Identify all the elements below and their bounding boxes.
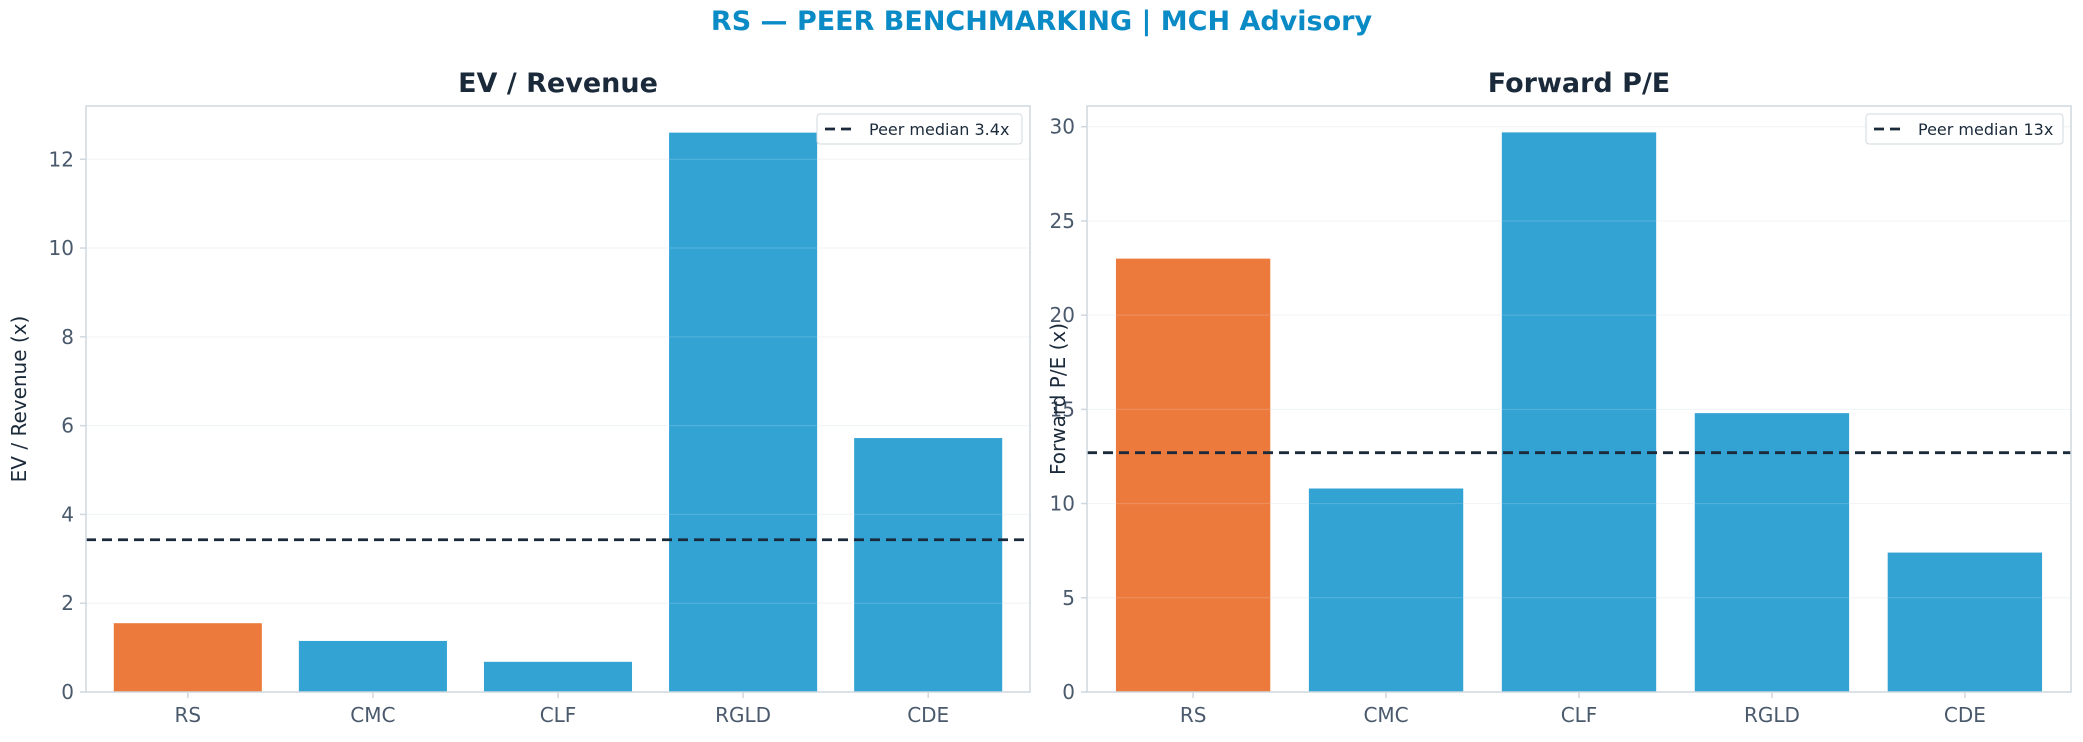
bar-rs	[113, 623, 262, 692]
legend: Peer median 3.4x	[816, 113, 1023, 145]
legend-label: Peer median 13x	[1918, 120, 2053, 139]
y-tick-label: 0	[1062, 680, 1075, 704]
panel-title: Forward P/E	[1488, 68, 1671, 99]
x-tick-label-cmc: CMC	[1363, 703, 1408, 727]
x-tick-label-cmc: CMC	[350, 703, 395, 727]
bar-clf	[1501, 132, 1657, 693]
legend-box	[816, 113, 1023, 145]
x-tick-label-cde: CDE	[907, 703, 949, 727]
bar-clf	[483, 661, 633, 692]
legend-box	[1865, 113, 2064, 145]
y-tick-label: 25	[1050, 209, 1075, 233]
chart-panel-ev-revenue: 0 2 4 6 8 10 12 RS CMC CLF RGLD CDE EV / Revenue EV /…	[7, 68, 1031, 727]
x-tick-label-clf: CLF	[540, 703, 577, 727]
bar-rgld	[1694, 413, 1850, 692]
y-tick-label: 10	[49, 236, 74, 260]
bar-cmc	[298, 640, 447, 692]
y-axis-label: Forward P/E (x)	[1046, 323, 1070, 475]
x-tick-label-rgld: RGLD	[1744, 703, 1800, 727]
bar-rs	[1115, 258, 1271, 692]
legend: Peer median 13x	[1865, 113, 2064, 145]
legend-label: Peer median 3.4x	[869, 120, 1009, 139]
y-axis-label: EV / Revenue (x)	[7, 316, 31, 483]
panel-title: EV / Revenue	[458, 68, 658, 99]
x-tick-label-clf: CLF	[1561, 703, 1598, 727]
y-tick-label: 30	[1050, 115, 1075, 139]
y-tick-label: 8	[61, 325, 74, 349]
bar-cde	[854, 438, 1003, 692]
y-tick-label: 15	[1050, 397, 1075, 421]
y-tick-label: 10	[1050, 492, 1075, 516]
x-tick-label-cde: CDE	[1944, 703, 1986, 727]
bar-cmc	[1308, 488, 1464, 692]
chart-panel-forward-p-e: 0 5 10 15 20 25 30 RS CMC CLF RGLD CDE Forward P/E Fo…	[1046, 68, 2072, 727]
bar-rgld	[669, 132, 818, 693]
x-tick-label-rgld: RGLD	[715, 703, 771, 727]
y-tick-label: 5	[1062, 586, 1075, 610]
y-tick-label: 6	[61, 414, 74, 438]
y-tick-label: 0	[61, 680, 74, 704]
x-tick-label-rs: RS	[175, 703, 202, 727]
y-tick-label: 20	[1050, 303, 1075, 327]
bar-cde	[1887, 552, 2043, 692]
y-tick-label: 12	[49, 147, 74, 171]
y-tick-label: 4	[61, 502, 74, 526]
y-tick-label: 2	[61, 591, 74, 615]
x-tick-label-rs: RS	[1180, 703, 1207, 727]
figure-title: RS — PEER BENCHMARKING | MCH Advisory	[710, 6, 1373, 37]
